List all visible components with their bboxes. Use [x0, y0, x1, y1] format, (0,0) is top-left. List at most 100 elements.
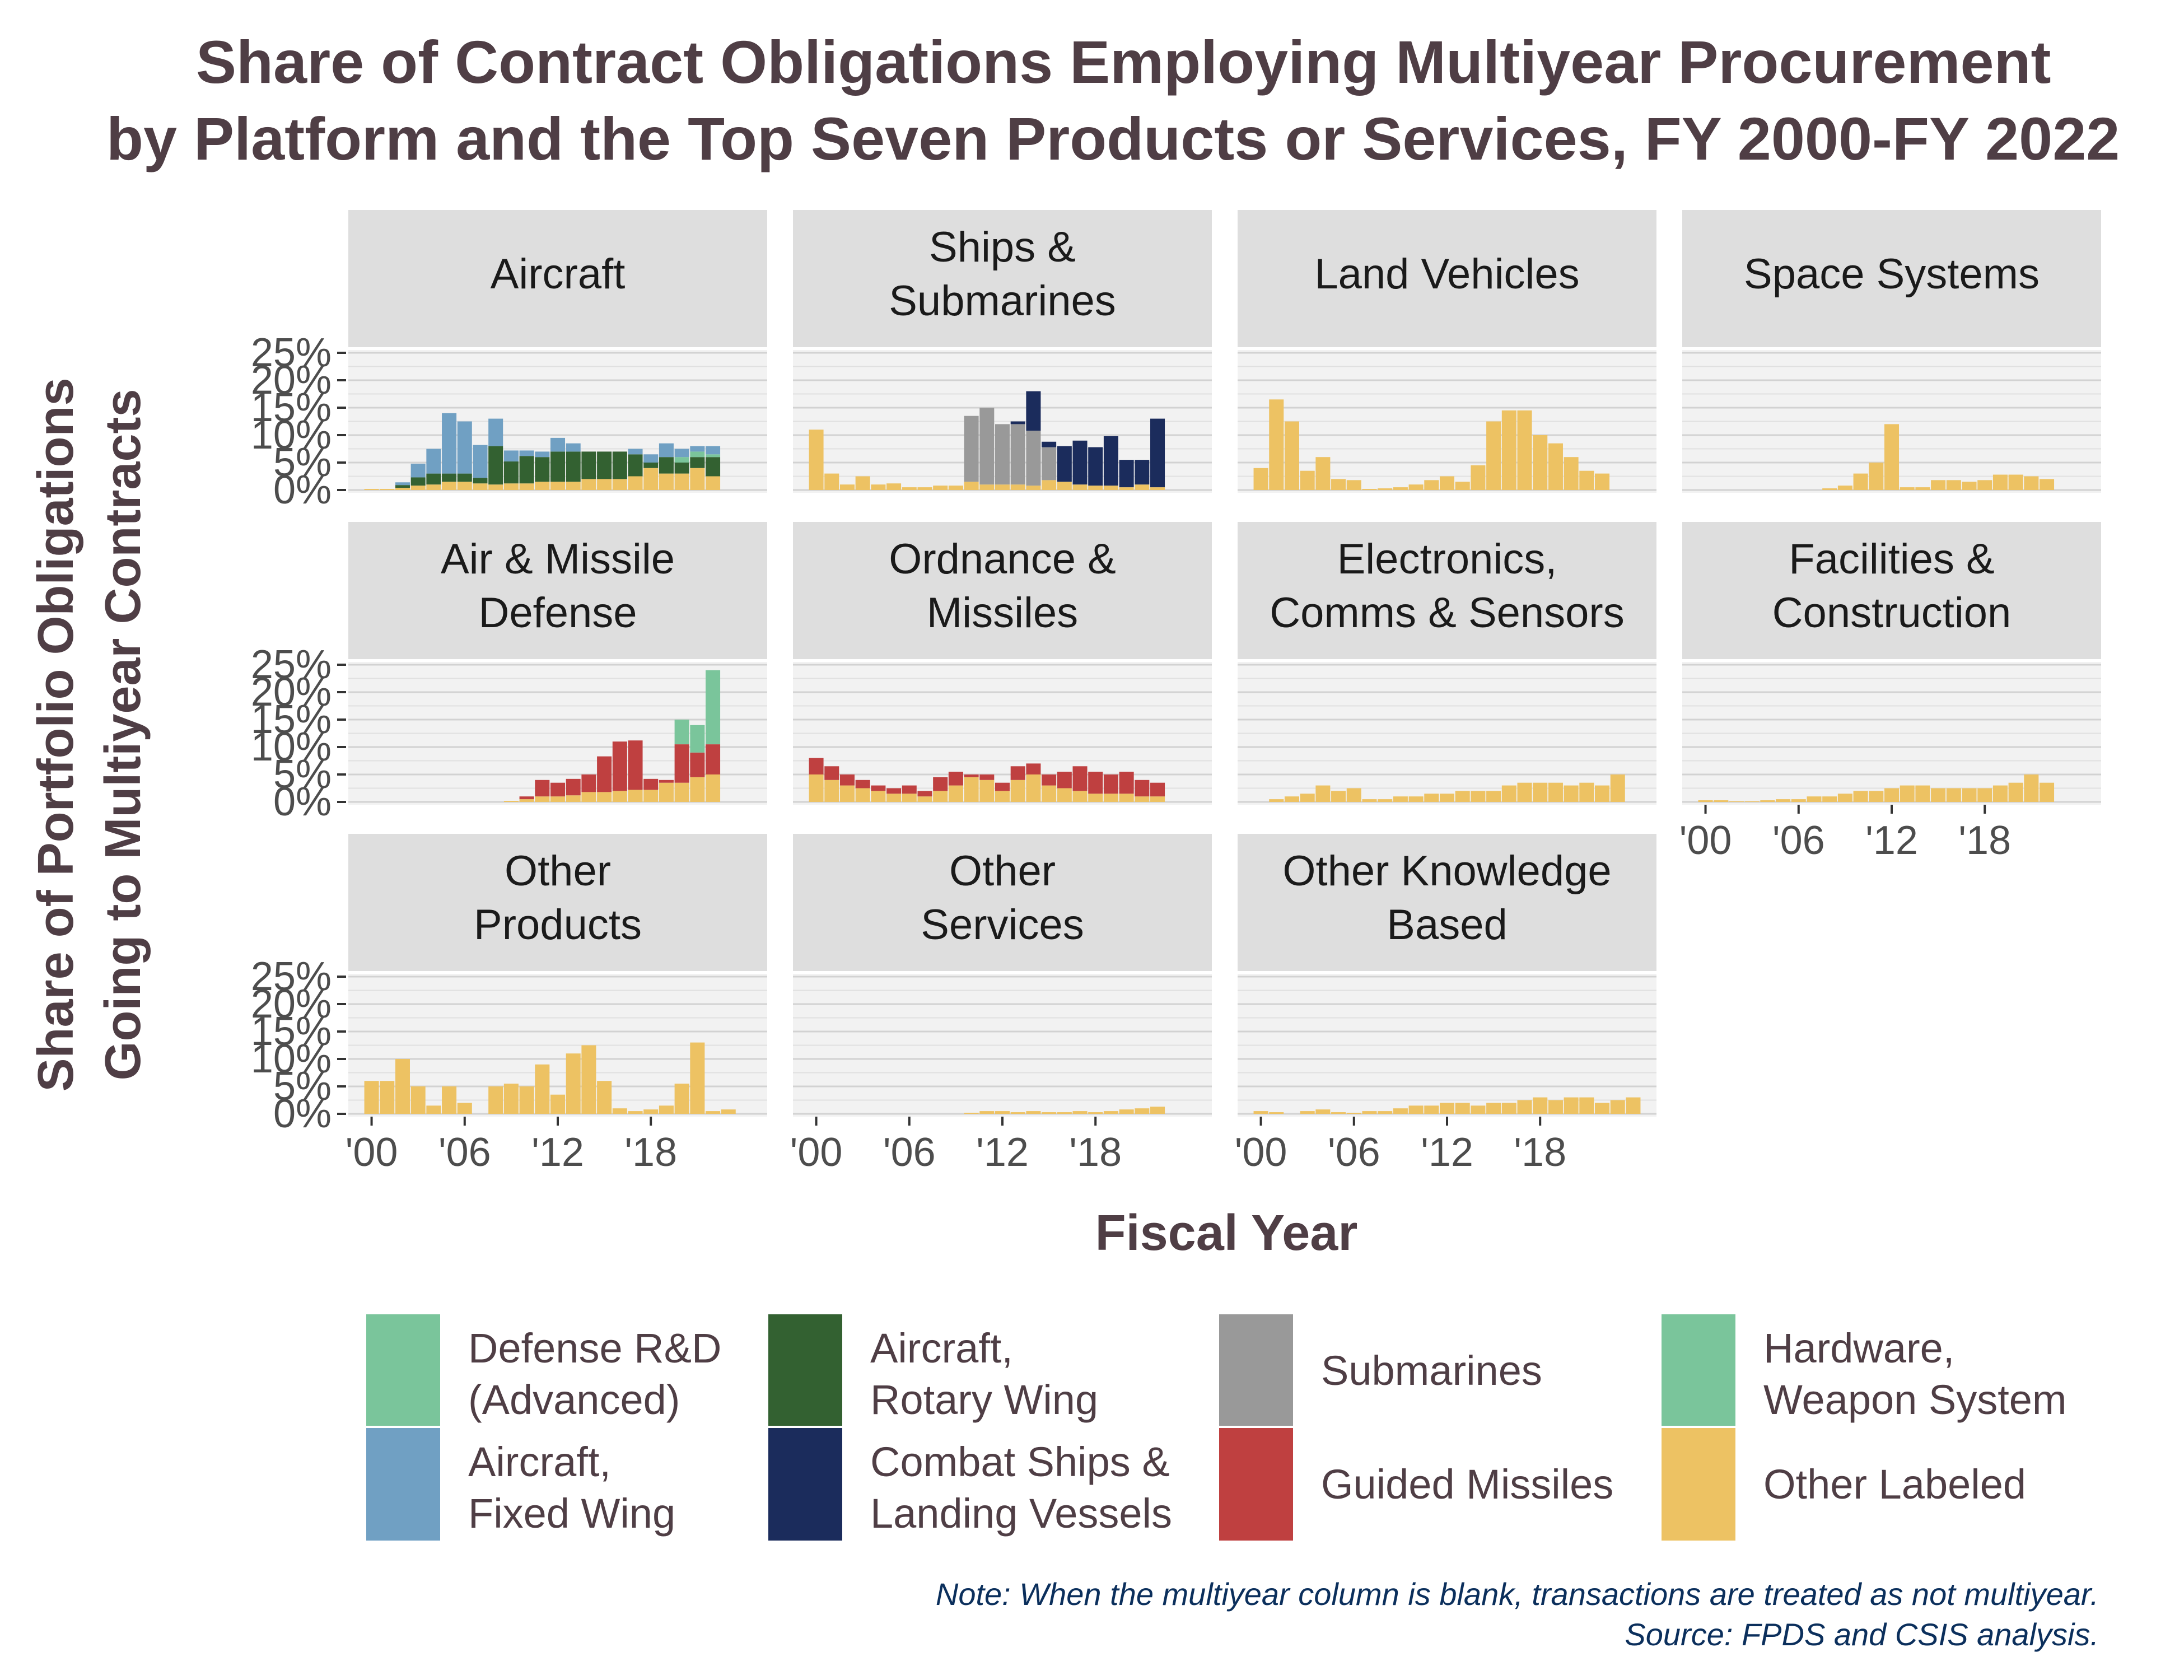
bar-other-2020 — [1564, 457, 1579, 490]
bar-combat-2020 — [1119, 460, 1134, 488]
bar-other-2018 — [1977, 480, 1992, 490]
bar-other-2017 — [1072, 791, 1088, 802]
bar-other-2005 — [1776, 799, 1791, 802]
legend-label-line2: Landing Vessels — [870, 1490, 1172, 1537]
bar-rotary-2016 — [612, 451, 627, 479]
bar-other-2002 — [839, 484, 855, 490]
bar-other-2016 — [1501, 785, 1516, 802]
bar-other-2008 — [488, 1086, 503, 1114]
bar-other-2010 — [1853, 791, 1868, 802]
bar-other-2002 — [395, 1059, 410, 1114]
bar-other-2003 — [855, 788, 870, 802]
legend-label-line1: Combat Ships & — [870, 1439, 1170, 1485]
legend-swatch-rd — [364, 1312, 442, 1429]
legend-label-line2: Fixed Wing — [468, 1490, 675, 1537]
bar-other-2004 — [426, 484, 441, 490]
bar-other-2014 — [581, 1045, 596, 1114]
x-tick-label: '00 — [346, 1130, 398, 1175]
bar-other-2010 — [1853, 473, 1868, 490]
bar-other-2012 — [995, 484, 1010, 490]
bar-other-2003 — [1744, 801, 1760, 802]
bar-fixed-2008 — [488, 418, 503, 446]
bar-other-2016 — [1946, 480, 1961, 490]
bar-other-2015 — [597, 479, 612, 490]
bar-other-2017 — [1072, 484, 1088, 490]
bar-fixed-2006 — [457, 421, 472, 474]
bar-other-2000 — [1253, 468, 1268, 490]
bar-other-2021 — [1135, 1108, 1150, 1114]
panel-air-missile-defense: Air & Missile Defense 0%5%10%15%20%25% — [251, 522, 767, 824]
bar-missile-2014 — [581, 774, 596, 792]
panel-land-vehicles: Land Vehicles — [1238, 210, 1656, 493]
legend-label: Submarines — [1321, 1347, 1542, 1394]
bar-other-2005 — [886, 794, 902, 802]
x-tick-label: '00 — [1679, 818, 1732, 863]
legend-swatch-sub — [1217, 1312, 1295, 1429]
panel-strip — [793, 834, 1212, 971]
bar-other-2012 — [550, 796, 566, 802]
panel-ships-submarines: Ships & Submarines — [793, 210, 1212, 493]
bar-other-2014 — [1026, 1111, 1041, 1114]
bar-other-2013 — [1010, 780, 1025, 802]
y-tick-label: 20% — [251, 982, 332, 1026]
bar-other-2011 — [1424, 1105, 1439, 1114]
bar-other-2019 — [659, 782, 674, 802]
bar-other-2004 — [871, 791, 886, 802]
bar-other-2017 — [1517, 782, 1532, 802]
panel-strip — [1238, 210, 1656, 347]
y-tick-label: 20% — [251, 358, 332, 403]
x-tick-label: '12 — [1865, 818, 1918, 863]
panel-other-knowledge-based: Other Knowledge Based '00 '06 '12 '18 — [1235, 834, 1656, 1175]
bar-other-2019 — [1103, 486, 1118, 490]
legend-item-other: Other Labeled — [1659, 1426, 2026, 1543]
bar-other-2011 — [979, 780, 995, 802]
panel-strip — [348, 834, 767, 971]
bar-fixed-2002 — [395, 482, 410, 486]
legend-label-line2: Rotary Wing — [870, 1376, 1098, 1423]
bar-missile-2018 — [643, 778, 659, 790]
panel-strip-label: Land Vehicles — [1314, 250, 1579, 298]
bar-other-2005 — [886, 483, 902, 490]
bar-other-2001 — [1269, 1112, 1284, 1114]
bar-missile-2017 — [628, 740, 643, 790]
bar-other-2020 — [1564, 1097, 1579, 1114]
bar-sub-2011 — [979, 408, 995, 485]
bar-missile-2011 — [535, 780, 550, 797]
bar-missile-2016 — [1057, 772, 1072, 788]
bar-combat-2018 — [1088, 447, 1103, 486]
bar-other-2020 — [1119, 1109, 1134, 1114]
panel-aircraft: Aircraft 0%5%10%15%20%25% — [251, 210, 767, 512]
bar-missile-2014 — [1026, 763, 1041, 774]
bar-other-2002 — [839, 785, 855, 802]
panel-strip-label-line2: Products — [474, 901, 642, 949]
bar-missile-2011 — [979, 774, 995, 780]
bar-other-2017 — [628, 790, 643, 802]
bar-other-2002 — [395, 488, 410, 490]
bar-hw-2022 — [706, 670, 721, 745]
x-tick-label: '18 — [624, 1130, 677, 1175]
bar-other-2002 — [1284, 796, 1299, 802]
bar-other-2002 — [1284, 421, 1299, 490]
bar-other-2016 — [612, 479, 627, 490]
bar-missile-2019 — [659, 780, 674, 783]
x-tick-label: '12 — [976, 1130, 1029, 1175]
panel-strip-label-line2: Missiles — [927, 589, 1078, 637]
bar-other-2010 — [519, 799, 534, 802]
x-tick-label: '18 — [1958, 818, 2011, 863]
panel-strip-label-line1: Ships & — [929, 223, 1076, 271]
bar-missile-2013 — [566, 778, 581, 796]
bar-other-2000 — [364, 1081, 379, 1114]
bar-rotary-2022 — [706, 457, 721, 477]
bar-other-2023 — [1610, 1100, 1625, 1114]
bar-other-2017 — [628, 1111, 643, 1114]
bar-missile-2022 — [706, 744, 721, 774]
bar-other-2019 — [1992, 785, 2008, 802]
bar-other-2022 — [706, 1111, 721, 1114]
bar-combat-2022 — [1150, 418, 1165, 488]
bar-rotary-2018 — [643, 463, 659, 468]
bar-other-2020 — [1119, 487, 1134, 490]
bar-other-2022 — [706, 774, 721, 802]
legend-item-hw: Hardware, Weapon System — [1659, 1312, 2067, 1429]
panel-strip — [1238, 834, 1656, 971]
bar-fixed-2018 — [643, 454, 659, 463]
